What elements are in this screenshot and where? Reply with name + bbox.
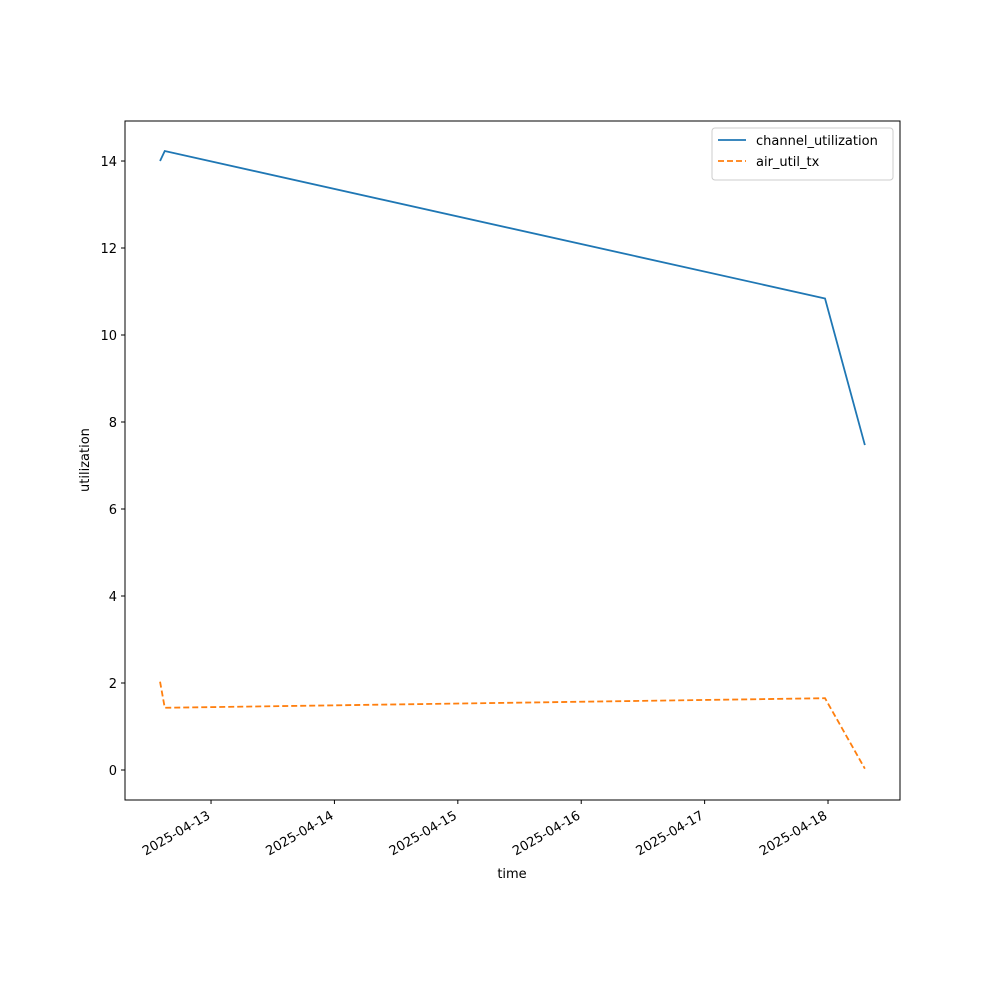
- y-tick-label: 4: [109, 590, 117, 605]
- y-tick-label: 10: [100, 329, 117, 344]
- y-tick-label: 12: [100, 242, 117, 257]
- legend-label: air_util_tx: [756, 155, 820, 170]
- series-line: [159, 681, 866, 770]
- y-tick-label: 2: [109, 677, 117, 692]
- series-line: [159, 149, 866, 446]
- x-tick-label: 2025-04-16: [510, 808, 583, 859]
- legend-box: [711, 127, 894, 181]
- y-tick-label: 14: [100, 155, 117, 170]
- legend-label: channel_utilization: [756, 134, 878, 149]
- y-tick-label: 0: [109, 764, 117, 779]
- y-axis-label: utilization: [78, 428, 93, 492]
- x-tick-label: 2025-04-18: [757, 808, 830, 859]
- x-axis-label: time: [497, 867, 526, 882]
- y-tick-label: 6: [109, 503, 117, 518]
- x-tick-label: 2025-04-17: [634, 808, 707, 859]
- y-tick-label: 8: [109, 416, 117, 431]
- x-tick-label: 2025-04-14: [263, 808, 336, 859]
- plot-frame: [124, 120, 901, 801]
- x-tick-label: 2025-04-13: [140, 808, 213, 859]
- x-tick-label: 2025-04-15: [387, 808, 460, 859]
